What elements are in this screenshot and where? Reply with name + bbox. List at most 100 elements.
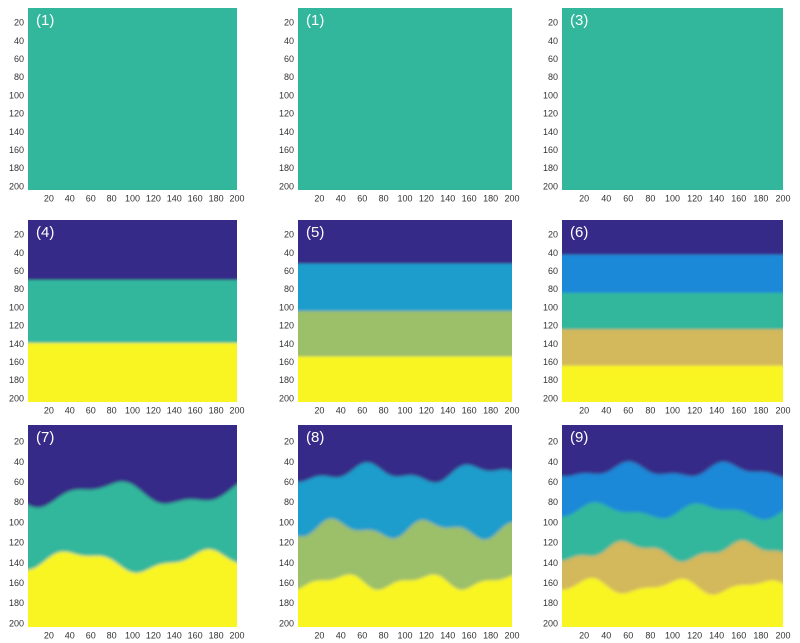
y-tick-label: 200 [543, 393, 558, 403]
y-tick-label: 180 [543, 163, 558, 173]
y-tick-label: 40 [284, 36, 294, 46]
x-tick-label: 120 [419, 193, 434, 203]
y-tick-label: 140 [543, 339, 558, 349]
y-tick-label: 20 [284, 437, 294, 447]
y-tick-label: 160 [9, 578, 24, 588]
y-tick-label: 120 [543, 321, 558, 331]
x-tick-label: 100 [665, 630, 680, 640]
y-tick-label: 20 [14, 437, 24, 447]
y-tick-label: 180 [543, 598, 558, 608]
x-tick-label: 180 [753, 405, 768, 415]
x-tick-label: 160 [731, 630, 746, 640]
y-tick-label: 180 [9, 375, 24, 385]
y-tick-label: 80 [548, 284, 558, 294]
x-tick-label: 100 [125, 405, 140, 415]
y-tick-label: 100 [9, 302, 24, 312]
x-tick-label: 140 [167, 630, 182, 640]
panel-image [562, 8, 783, 190]
x-tick-label: 160 [188, 630, 203, 640]
y-tick-label: 200 [9, 618, 24, 628]
y-tick-label: 120 [279, 109, 294, 119]
y-tick-label: 200 [9, 393, 24, 403]
y-tick-label: 200 [543, 618, 558, 628]
y-tick-label: 60 [548, 477, 558, 487]
x-tick-label: 80 [379, 193, 389, 203]
y-tick-label: 80 [284, 284, 294, 294]
y-tick-label: 100 [543, 90, 558, 100]
y-tick-label: 140 [279, 339, 294, 349]
x-tick-label: 40 [336, 630, 346, 640]
x-tick-label: 20 [44, 405, 54, 415]
y-tick-label: 200 [279, 618, 294, 628]
y-tick-label: 20 [14, 230, 24, 240]
panel-label: (1) [306, 12, 324, 29]
y-tick-label: 40 [14, 248, 24, 258]
panel-label: (6) [570, 224, 588, 241]
y-tick-label: 80 [14, 497, 24, 507]
y-tick-label: 140 [9, 127, 24, 137]
x-tick-label: 20 [44, 630, 54, 640]
panel-label: (9) [570, 429, 588, 446]
y-tick-label: 120 [9, 321, 24, 331]
y-tick-label: 200 [9, 181, 24, 191]
x-tick-label: 200 [775, 193, 790, 203]
x-tick-label: 80 [645, 193, 655, 203]
x-tick-label: 140 [709, 193, 724, 203]
y-tick-label: 160 [543, 145, 558, 155]
y-tick-label: 200 [543, 181, 558, 191]
x-tick-label: 120 [419, 405, 434, 415]
x-tick-label: 20 [579, 405, 589, 415]
y-tick-label: 80 [284, 72, 294, 82]
y-tick-label: 120 [9, 109, 24, 119]
y-tick-label: 160 [543, 357, 558, 367]
x-tick-label: 200 [775, 630, 790, 640]
x-tick-label: 200 [504, 405, 519, 415]
y-tick-label: 140 [279, 127, 294, 137]
x-tick-label: 80 [107, 630, 117, 640]
y-tick-label: 40 [14, 457, 24, 467]
y-tick-label: 80 [284, 497, 294, 507]
x-tick-label: 80 [645, 630, 655, 640]
panel-label: (3) [570, 12, 588, 29]
x-tick-label: 80 [379, 630, 389, 640]
x-tick-label: 140 [709, 630, 724, 640]
y-tick-label: 140 [9, 558, 24, 568]
y-tick-label: 100 [279, 517, 294, 527]
y-tick-label: 100 [279, 90, 294, 100]
x-tick-label: 120 [419, 630, 434, 640]
x-tick-label: 80 [645, 405, 655, 415]
y-tick-label: 60 [548, 266, 558, 276]
panel [28, 8, 237, 190]
panel-image [28, 8, 237, 190]
x-tick-label: 60 [86, 630, 96, 640]
x-tick-label: 120 [146, 405, 161, 415]
y-tick-label: 160 [279, 578, 294, 588]
y-tick-label: 120 [543, 109, 558, 119]
x-tick-label: 20 [44, 193, 54, 203]
x-tick-label: 140 [440, 630, 455, 640]
y-tick-label: 80 [548, 72, 558, 82]
x-tick-label: 160 [462, 405, 477, 415]
x-tick-label: 40 [601, 630, 611, 640]
x-tick-label: 100 [665, 405, 680, 415]
x-tick-label: 160 [462, 193, 477, 203]
y-tick-label: 140 [543, 127, 558, 137]
y-tick-label: 140 [9, 339, 24, 349]
y-tick-label: 200 [279, 393, 294, 403]
y-tick-label: 180 [279, 163, 294, 173]
x-tick-label: 180 [753, 630, 768, 640]
y-tick-label: 200 [279, 181, 294, 191]
x-tick-label: 140 [440, 193, 455, 203]
x-tick-label: 180 [483, 630, 498, 640]
x-tick-label: 60 [623, 630, 633, 640]
x-tick-label: 180 [209, 405, 224, 415]
x-tick-label: 100 [397, 193, 412, 203]
y-tick-label: 180 [9, 163, 24, 173]
y-tick-label: 20 [548, 230, 558, 240]
y-tick-label: 60 [548, 54, 558, 64]
x-tick-label: 120 [687, 193, 702, 203]
x-tick-label: 60 [86, 405, 96, 415]
panel [28, 220, 237, 402]
panel-image [298, 8, 512, 190]
